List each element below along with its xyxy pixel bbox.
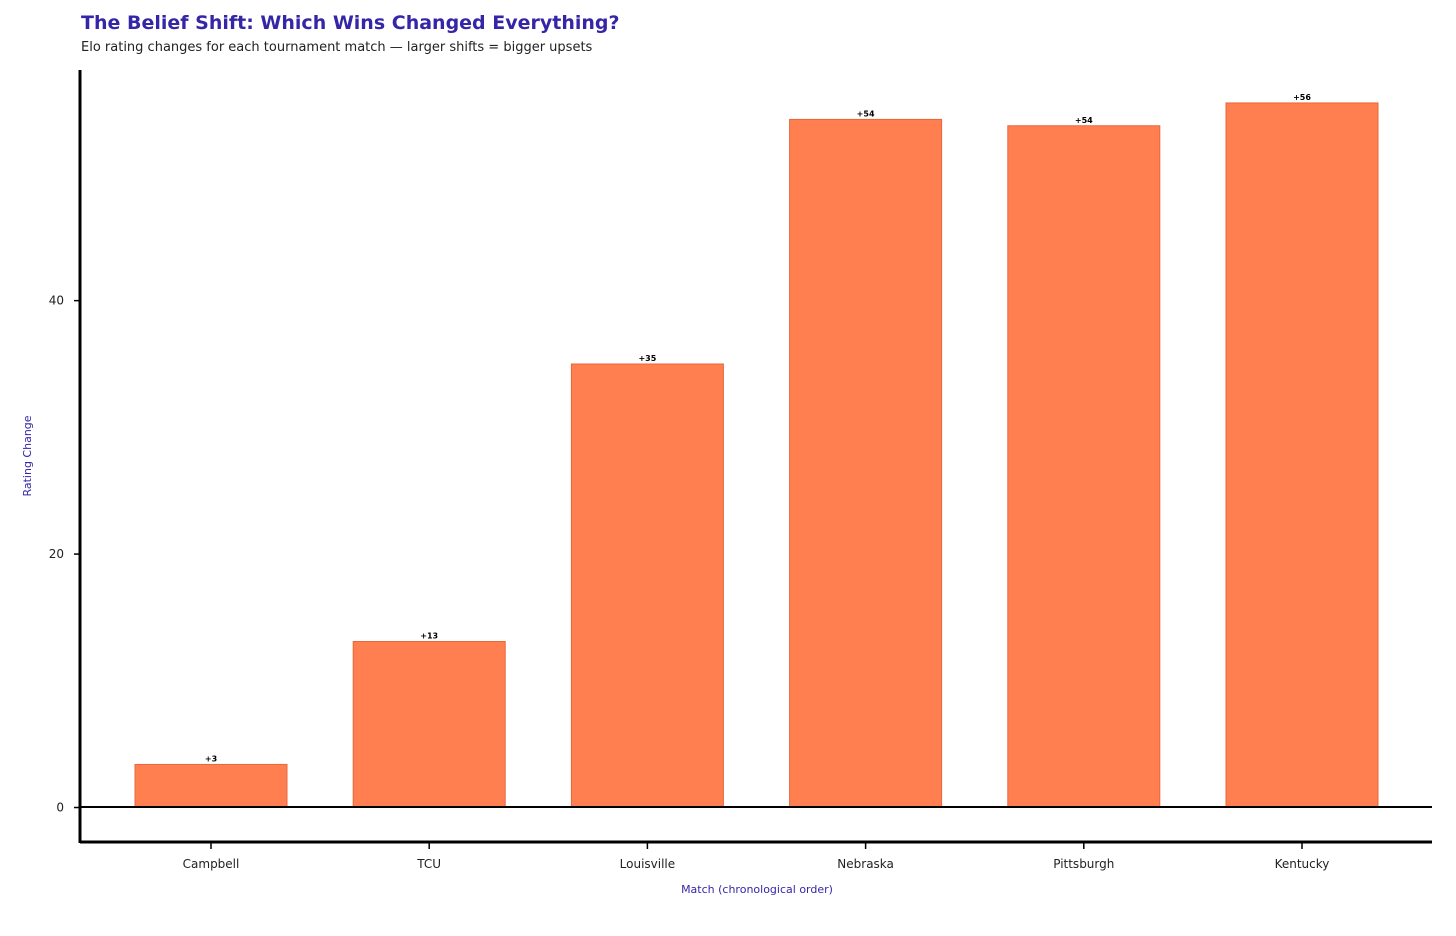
y-tick-label: 20 (49, 547, 64, 561)
data-label: +54 (1075, 116, 1093, 125)
bar-pittsburgh (1007, 125, 1161, 809)
x-axis-ticks: Campbell TCU Louisville Nebraska Pittsburgh K… (183, 843, 1330, 871)
bar-campbell (134, 763, 288, 809)
chart-subtitle: Elo rating changes for each tournament m… (81, 40, 593, 55)
bars (134, 102, 1379, 809)
chart-title: The Belief Shift: Which Wins Changed Eve… (81, 12, 620, 34)
data-label: +13 (420, 632, 438, 641)
data-label: +54 (857, 109, 875, 118)
data-label: +3 (205, 754, 217, 763)
y-tick-label: 0 (56, 801, 64, 815)
x-tick-label: Kentucky (1275, 857, 1330, 871)
data-label: +56 (1293, 93, 1311, 102)
bar-tcu (352, 641, 506, 809)
data-label: +35 (638, 354, 656, 363)
x-tick-label: Campbell (183, 857, 240, 871)
x-axis-label: Match (chronological order) (681, 883, 833, 896)
y-tick-label: 40 (49, 294, 64, 308)
y-axis-label: Rating Change (21, 415, 34, 496)
bar-nebraska (789, 118, 943, 809)
x-tick-label: TCU (416, 857, 441, 871)
y-axis-ticks: 0 20 40 (49, 294, 80, 815)
x-tick-label: Louisville (620, 857, 676, 871)
data-labels: +3 +13 +35 +54 +54 +56 (205, 93, 1311, 763)
bar-louisville (570, 363, 724, 809)
x-tick-label: Pittsburgh (1053, 857, 1114, 871)
bar-kentucky (1225, 102, 1379, 809)
x-tick-label: Nebraska (837, 857, 894, 871)
